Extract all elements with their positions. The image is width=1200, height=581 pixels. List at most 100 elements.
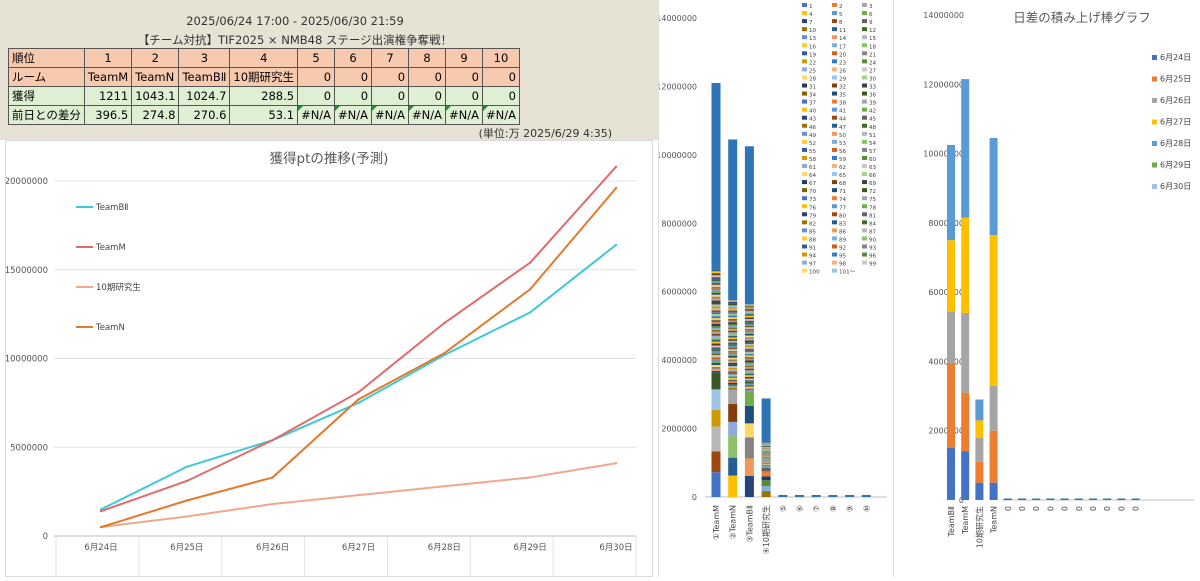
data-point xyxy=(529,261,531,263)
bar-segment xyxy=(712,297,721,299)
bar-segment xyxy=(728,381,737,383)
legend-label: 57 xyxy=(869,149,877,155)
legend-label: 89 xyxy=(839,237,847,243)
bar-segment xyxy=(745,458,754,476)
legend-swatch xyxy=(802,172,807,176)
bar-segment xyxy=(728,334,737,336)
bar-segment xyxy=(745,306,754,308)
bar-segment xyxy=(728,312,737,314)
legend-label: 31 xyxy=(809,85,817,91)
x-tick-label: 6月30日 xyxy=(599,543,632,553)
legend-label: TeamN xyxy=(95,323,125,333)
legend-swatch xyxy=(862,164,867,168)
legend-swatch xyxy=(862,148,867,152)
legend-label: 10期研究生 xyxy=(96,282,141,293)
legend-label: 41 xyxy=(839,109,847,115)
bar-segment xyxy=(762,491,771,497)
bar-segment xyxy=(728,386,737,388)
points-cell: 0 xyxy=(335,87,372,106)
bar-segment xyxy=(745,382,754,384)
legend-swatch xyxy=(832,11,837,15)
legend-swatch xyxy=(802,132,807,136)
bar-segment xyxy=(712,359,721,361)
bar-segment xyxy=(712,283,721,285)
rank-cell: 4 xyxy=(230,49,298,68)
bar-segment xyxy=(728,322,737,324)
legend-label: 12 xyxy=(869,28,876,34)
series-line-1 xyxy=(101,167,616,511)
bar-segment xyxy=(712,289,721,291)
legend-swatch xyxy=(862,180,867,184)
bar-segment xyxy=(728,321,737,323)
legend-label: 81 xyxy=(869,213,877,219)
legend-label: 77 xyxy=(839,205,847,211)
legend-swatch xyxy=(832,19,837,23)
legend-label: 34 xyxy=(809,93,817,99)
data-point xyxy=(100,510,102,512)
points-label: 獲得 xyxy=(9,87,85,106)
room-cell: 0 xyxy=(446,68,483,87)
bar-segment xyxy=(712,347,721,349)
bar-segment xyxy=(712,83,721,269)
legend-label: 87 xyxy=(869,229,877,235)
legend-swatch xyxy=(802,75,807,79)
legend-swatch xyxy=(832,51,837,55)
y-tick-label: 12000000 xyxy=(659,82,697,91)
legend-swatch xyxy=(802,156,807,160)
bar-segment xyxy=(712,389,721,410)
bar-segment xyxy=(745,349,754,351)
bar-segment xyxy=(728,388,737,390)
room-cell: 10期研究生 xyxy=(230,68,298,87)
legend-label: 92 xyxy=(839,246,846,252)
bar-segment xyxy=(728,354,737,356)
data-point xyxy=(443,485,445,487)
x-tick-label: 0 xyxy=(1004,506,1013,511)
bar-segment xyxy=(745,372,754,374)
legend-swatch xyxy=(862,204,867,208)
legend-label: 95 xyxy=(839,254,847,260)
bar-segment xyxy=(961,313,969,393)
bar-segment xyxy=(947,448,955,500)
bar-segment xyxy=(712,273,721,275)
legend-swatch xyxy=(832,100,837,104)
series-line-0 xyxy=(101,245,616,509)
legend-label: 10 xyxy=(809,28,817,34)
legend-swatch xyxy=(832,245,837,249)
bar-segment xyxy=(728,422,737,436)
bar-segment xyxy=(745,307,754,309)
legend-label: 51 xyxy=(869,133,877,139)
x-tick-label: TeamBⅡ xyxy=(947,506,956,538)
legend-swatch xyxy=(862,43,867,47)
bar-segment xyxy=(728,370,737,372)
bar-segment xyxy=(712,451,721,472)
legend-swatch xyxy=(802,253,807,257)
legend-swatch xyxy=(802,59,807,63)
legend-label: 100 xyxy=(809,270,820,276)
legend-swatch xyxy=(832,92,837,96)
x-tick-label: TeamM xyxy=(961,506,970,535)
y-tick-label: 8000000 xyxy=(928,219,964,228)
legend-swatch xyxy=(802,100,807,104)
legend-label: 76 xyxy=(809,205,817,211)
data-point xyxy=(100,526,102,528)
bar-segment xyxy=(745,392,754,406)
y-tick-label: 2000000 xyxy=(661,425,697,434)
legend-label: 20 xyxy=(839,52,847,58)
bar-segment xyxy=(712,277,721,279)
legend-label: 49 xyxy=(809,133,817,139)
legend-label: 99 xyxy=(869,262,877,268)
x-tick-label: 0 xyxy=(1132,506,1141,511)
bar-segment xyxy=(712,275,721,277)
bar-segment xyxy=(828,495,837,497)
bar-segment xyxy=(712,336,721,338)
legend-label: 9 xyxy=(869,20,873,26)
room-cell: 0 xyxy=(409,68,446,87)
bar-segment xyxy=(745,362,754,364)
bar-segment xyxy=(745,370,754,372)
bar-segment xyxy=(712,349,721,351)
points-cell: 0 xyxy=(409,87,446,106)
bar-segment xyxy=(990,386,998,431)
bar-segment xyxy=(745,367,754,369)
